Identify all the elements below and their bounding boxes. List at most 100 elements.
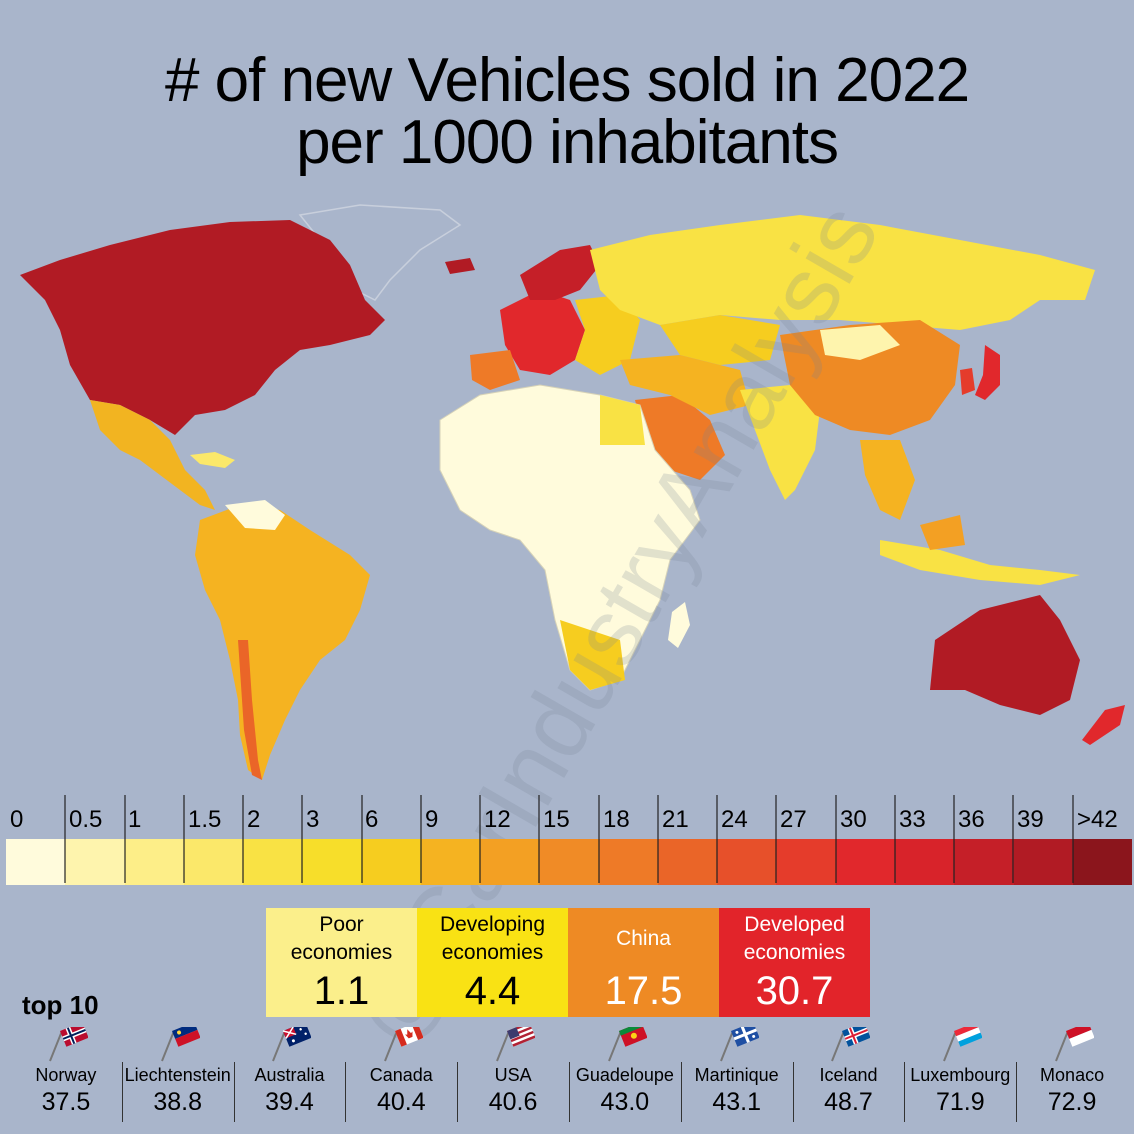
- canada-flag-icon: [384, 1027, 424, 1062]
- legend-label: 21: [662, 806, 689, 833]
- group-label: China: [616, 927, 671, 950]
- top10-item: Canada 40.4: [345, 1025, 457, 1125]
- region-iberia: [470, 350, 520, 390]
- legend-label: 6: [365, 806, 379, 833]
- top10-item: Iceland 48.7: [792, 1025, 905, 1125]
- country-value: 39.4: [265, 1088, 314, 1116]
- economy-groups: Poor economies 1.1 Developing economies …: [266, 908, 870, 1017]
- region-north-africa: [600, 395, 645, 445]
- country-name: Luxembourg: [910, 1065, 1011, 1085]
- top10-item: Australia 39.4: [233, 1025, 346, 1125]
- usa-flag-icon: [496, 1027, 536, 1062]
- monaco-flag-icon: [1055, 1027, 1095, 1062]
- region-chile: [238, 640, 262, 780]
- legend-swatch: [1072, 839, 1133, 885]
- region-scandinavia: [520, 245, 600, 300]
- top10-title: top 10: [22, 990, 99, 1020]
- group-value: 30.7: [755, 969, 834, 1013]
- region-south-america: [195, 505, 370, 780]
- region-caribbean: [190, 452, 235, 468]
- legend-swatch: [480, 839, 540, 885]
- group-developing: Developing economies 4.4: [417, 908, 568, 1017]
- region-new-zealand: [1082, 705, 1125, 745]
- australia-flag-icon: [272, 1027, 312, 1062]
- group-value: 4.4: [464, 969, 521, 1013]
- region-kazakhstan: [660, 315, 780, 365]
- legend-ticks: [64, 795, 1074, 883]
- top10-item: Monaco 72.9: [1016, 1025, 1128, 1125]
- top10-item: Liechtenstein 38.8: [121, 1025, 234, 1125]
- norway-flag-icon: [48, 1027, 88, 1062]
- top10-item: USA 40.6: [457, 1025, 569, 1125]
- legend-swatch: [598, 839, 658, 885]
- legend-swatch: [243, 839, 303, 885]
- country-name: Canada: [369, 1065, 433, 1085]
- top10-list: Norway 37.5 Liechtenstein 38.8 Australia…: [10, 1025, 1128, 1125]
- region-mexico: [90, 400, 215, 510]
- legend-swatch: [717, 839, 777, 885]
- legend-swatch: [6, 839, 66, 885]
- legend-label: 36: [958, 806, 985, 833]
- top10-item: Luxembourg 71.9: [904, 1025, 1016, 1125]
- country-value: 40.6: [488, 1088, 538, 1116]
- luxembourg-flag-icon: [943, 1027, 983, 1062]
- country-value: 43.0: [600, 1088, 650, 1116]
- title-line-1: # of new Vehicles sold in 2022: [164, 46, 970, 115]
- top10-item: Martinique 43.1: [680, 1025, 793, 1125]
- country-value: 71.9: [935, 1088, 985, 1116]
- legend-label: 24: [721, 806, 748, 833]
- legend-label: 3: [306, 806, 320, 833]
- region-middle-east: [635, 395, 725, 480]
- legend-label: 12: [484, 806, 511, 833]
- legend-swatch: [776, 839, 836, 885]
- country-value: 37.5: [41, 1088, 91, 1116]
- legend-swatch: [183, 839, 244, 885]
- legend-label: 1.5: [188, 806, 222, 833]
- region-mongolia: [820, 325, 900, 360]
- group-value: 17.5: [604, 969, 683, 1013]
- legend-swatch: [302, 839, 362, 885]
- region-europe-west: [500, 290, 585, 375]
- legend-label: 18: [603, 806, 630, 833]
- region-malaysia: [920, 515, 965, 550]
- legend-swatch: [894, 839, 955, 885]
- region-russia: [590, 215, 1095, 330]
- legend-color-scale: [6, 839, 1133, 885]
- country-name: Liechtenstein: [124, 1065, 231, 1085]
- legend-label: 27: [780, 806, 807, 833]
- country-name: Australia: [254, 1065, 325, 1085]
- legend-label: 30: [840, 806, 867, 833]
- group-china: China 17.5: [568, 908, 719, 1017]
- country-value: 38.8: [153, 1088, 203, 1116]
- legend-label: 15: [543, 806, 570, 833]
- country-name: USA: [494, 1065, 532, 1085]
- legend-label: 0: [10, 806, 24, 833]
- region-north-america: [20, 220, 385, 435]
- legend-label: 33: [899, 806, 926, 833]
- group-label: Developing economies: [439, 913, 546, 964]
- legend-label: 9: [425, 806, 439, 833]
- region-south-africa: [560, 620, 625, 690]
- region-india: [740, 385, 820, 500]
- country-name: Martinique: [694, 1065, 779, 1085]
- country-value: 72.9: [1047, 1088, 1097, 1116]
- country-name: Iceland: [819, 1065, 878, 1085]
- legend-swatch: [954, 839, 1014, 885]
- legend-swatch: [1013, 839, 1073, 885]
- legend-swatch: [420, 839, 481, 885]
- group-value: 1.1: [313, 969, 370, 1013]
- country-value: 43.1: [712, 1088, 762, 1116]
- country-name: Norway: [35, 1065, 97, 1085]
- group-developed: Developed economies 30.7: [719, 908, 870, 1017]
- iceland-flag-icon: [831, 1027, 871, 1062]
- legend-label: 0.5: [69, 806, 103, 833]
- legend-swatch: [835, 839, 895, 885]
- country-name: Monaco: [1040, 1065, 1105, 1085]
- legend-label: >42: [1077, 806, 1118, 833]
- title-line-2: per 1000 inhabitants: [296, 108, 839, 177]
- map-title: # of new Vehicles sold in 2022 per 1000 …: [0, 50, 1134, 174]
- country-value: 48.7: [824, 1088, 873, 1116]
- country-value: 40.4: [376, 1088, 426, 1116]
- country-name: Guadeloupe: [575, 1065, 674, 1085]
- liechtenstein-flag-icon: [160, 1027, 200, 1062]
